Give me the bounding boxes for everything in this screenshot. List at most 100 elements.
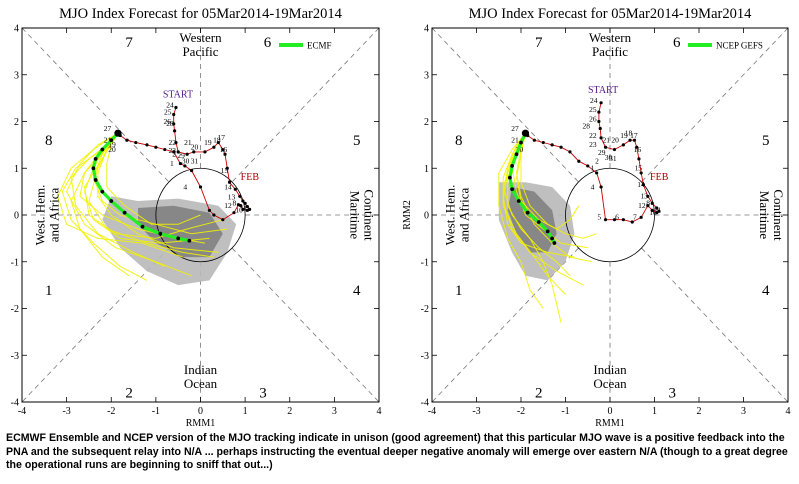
observed-point-2 xyxy=(172,122,176,126)
observed-point-25 xyxy=(603,218,608,222)
observed-day-label-5: 21 xyxy=(184,138,192,147)
observed-day-label-3: 22 xyxy=(589,131,597,140)
observed-point-7 xyxy=(621,143,625,147)
observed-point-9 xyxy=(632,138,637,142)
observed-point-19 xyxy=(245,204,249,209)
observed-day-label-23: 4 xyxy=(183,182,187,191)
observed-day-label-22: 12 xyxy=(638,201,646,210)
ensemble-member-6 xyxy=(61,132,148,281)
observed-day-label-15: 16 xyxy=(220,145,228,154)
observed-day-label-10: 30 xyxy=(605,153,613,162)
month-label: FEB xyxy=(650,172,669,183)
observed-day-label-0: 24 xyxy=(590,96,598,105)
phase-4: 4 xyxy=(762,283,770,299)
phase-2: 2 xyxy=(535,386,543,402)
observed-point-14 xyxy=(646,194,650,198)
x-tick-label-1: -3 xyxy=(472,406,480,417)
y-tick-label-1: -3 xyxy=(421,351,429,362)
observed-day-label-11: 31 xyxy=(191,157,199,166)
ensemble-member-9 xyxy=(502,132,566,295)
observed-day-label-12: 2 xyxy=(595,157,599,166)
forecast-start-marker xyxy=(114,129,122,137)
observed-day-label-17: 14 xyxy=(224,182,232,191)
month-label: FEB xyxy=(241,172,260,183)
observed-day-label-7: 19 xyxy=(204,138,212,147)
observed-day-label-18: 13 xyxy=(640,192,648,201)
x-tick-label-6: 2 xyxy=(287,406,292,417)
y-tick-label-8: 4 xyxy=(14,24,19,35)
forecast-point-11 xyxy=(176,236,181,241)
observed-day-label-27: 20 xyxy=(108,145,116,154)
observed-point-24 xyxy=(612,218,617,222)
observed-day-label-10: 30 xyxy=(182,157,190,166)
start-label: START xyxy=(163,89,193,100)
observed-point-16 xyxy=(655,206,659,210)
observed-day-label-6: 20 xyxy=(611,136,619,145)
x-tick-label-2: -2 xyxy=(517,406,525,417)
observed-point-12 xyxy=(639,171,643,175)
forecast-point-10 xyxy=(158,231,163,236)
forecast-point-5 xyxy=(93,178,98,182)
region-western-pacific-line2: Pacific xyxy=(592,44,628,59)
y-tick-label-0: -4 xyxy=(421,398,429,409)
region-west-hem-line1: West. Hem. xyxy=(32,185,47,246)
observed-day-label-20: 10 xyxy=(235,206,243,215)
observed-point-18 xyxy=(243,201,247,205)
observed-day-label-26: 7 xyxy=(633,213,637,222)
observed-point-12 xyxy=(223,152,227,156)
observed-point-17 xyxy=(241,199,245,203)
forecast-point-9 xyxy=(545,229,550,234)
region-western-pacific-line2: Pacific xyxy=(182,44,218,59)
region-maritime-continent-line1: Maritime xyxy=(348,191,363,240)
observed-point-14 xyxy=(227,180,232,184)
caption: ECMWF Ensemble and NCEP version of the M… xyxy=(6,432,788,472)
phase-6: 6 xyxy=(673,35,681,51)
observed-point-25 xyxy=(232,211,236,215)
y-tick-label-3: -1 xyxy=(11,257,19,268)
observed-point-15 xyxy=(650,201,654,205)
y-tick-label-7: 3 xyxy=(14,70,19,81)
y-tick-label-1: -3 xyxy=(11,351,19,362)
region-indian-ocean-line1: Indian xyxy=(184,362,218,377)
forecast-point-6 xyxy=(516,199,521,203)
region-west-hem-line1: West. Hem. xyxy=(442,185,457,246)
observed-point-26 xyxy=(221,218,225,222)
observed-point-31 xyxy=(559,145,563,149)
observed-point-5 xyxy=(176,150,180,154)
observed-point-21 xyxy=(639,215,643,219)
region-western-pacific-line1: Western xyxy=(179,30,222,45)
x-tick-label-1: -3 xyxy=(62,406,70,417)
forecast-point-8 xyxy=(536,220,541,224)
observed-point-26 xyxy=(599,185,603,189)
observed-day-label-8: 18 xyxy=(625,129,633,138)
observed-point-32 xyxy=(550,143,554,147)
observed-point-20 xyxy=(646,204,650,208)
forecast-start-marker xyxy=(521,129,530,137)
observed-point-38 xyxy=(125,138,129,142)
forecast-point-6 xyxy=(100,189,105,194)
y-tick-label-2: -2 xyxy=(421,304,429,315)
observed-point-30 xyxy=(568,150,572,154)
forecast-point-2 xyxy=(514,152,519,157)
observed-point-5 xyxy=(603,145,608,149)
observed-point-4 xyxy=(174,140,178,145)
phase-5: 5 xyxy=(353,133,361,149)
y-axis-label: RMM2 xyxy=(402,200,413,229)
observed-day-label-1: 25 xyxy=(589,105,597,114)
phase-2: 2 xyxy=(125,386,133,402)
forecast-point-7 xyxy=(525,210,530,215)
ensemble-member-3 xyxy=(92,132,228,235)
observed-point-3 xyxy=(598,126,602,131)
observed-point-22 xyxy=(241,207,245,211)
observed-day-label-21: 11 xyxy=(654,206,661,215)
y-tick-label-2: -2 xyxy=(11,304,19,315)
forecast-point-2 xyxy=(100,147,105,152)
observed-day-label-15: 16 xyxy=(634,145,642,154)
observed-day-label-18: 13 xyxy=(228,193,236,202)
unit-circle xyxy=(155,167,246,263)
legend-label: NCEP GEFS xyxy=(716,41,763,51)
ensemble-member-3 xyxy=(520,133,597,239)
forecast-point-11 xyxy=(552,241,557,245)
